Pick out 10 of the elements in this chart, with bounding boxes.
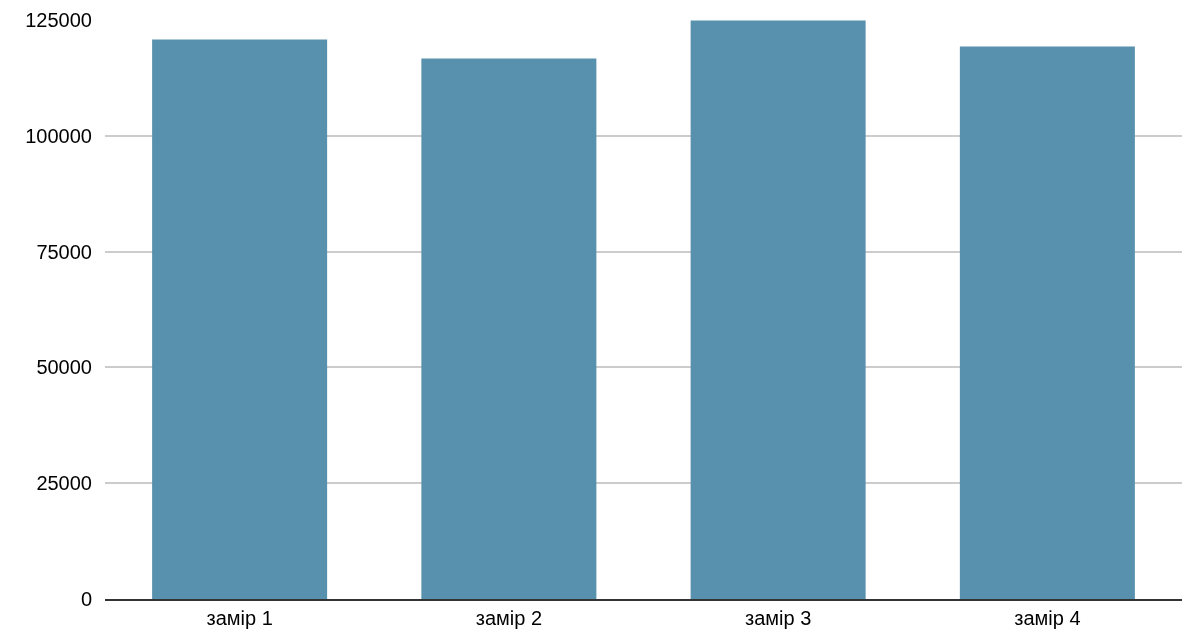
- y-tick-label: 25000: [36, 472, 92, 495]
- x-tick-label: замір 4: [1014, 606, 1081, 629]
- y-tick-label: 100000: [25, 124, 92, 147]
- y-tick-label: 125000: [25, 9, 92, 31]
- y-tick-label: 0: [80, 588, 92, 610]
- y-tick-label: 75000: [36, 240, 92, 263]
- x-tick-label: замір 1: [206, 606, 273, 629]
- y-tick-label: 50000: [36, 356, 92, 379]
- x-tick-label: замір 2: [475, 606, 543, 629]
- x-tick-label: замір 3: [744, 606, 812, 629]
